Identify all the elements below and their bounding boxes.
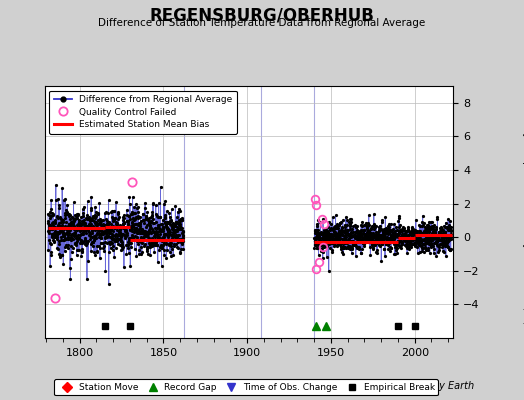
Y-axis label: Monthly Temperature Anomaly Difference (°C): Monthly Temperature Anomaly Difference (… — [522, 99, 524, 325]
Text: Difference of Station Temperature Data from Regional Average: Difference of Station Temperature Data f… — [99, 18, 425, 28]
Legend: Difference from Regional Average, Quality Control Failed, Estimated Station Mean: Difference from Regional Average, Qualit… — [49, 90, 237, 134]
Legend: Station Move, Record Gap, Time of Obs. Change, Empirical Break: Station Move, Record Gap, Time of Obs. C… — [54, 379, 438, 396]
Text: REGENSBURG/OBERHUB: REGENSBURG/OBERHUB — [149, 6, 375, 24]
Text: Berkeley Earth: Berkeley Earth — [402, 381, 474, 391]
